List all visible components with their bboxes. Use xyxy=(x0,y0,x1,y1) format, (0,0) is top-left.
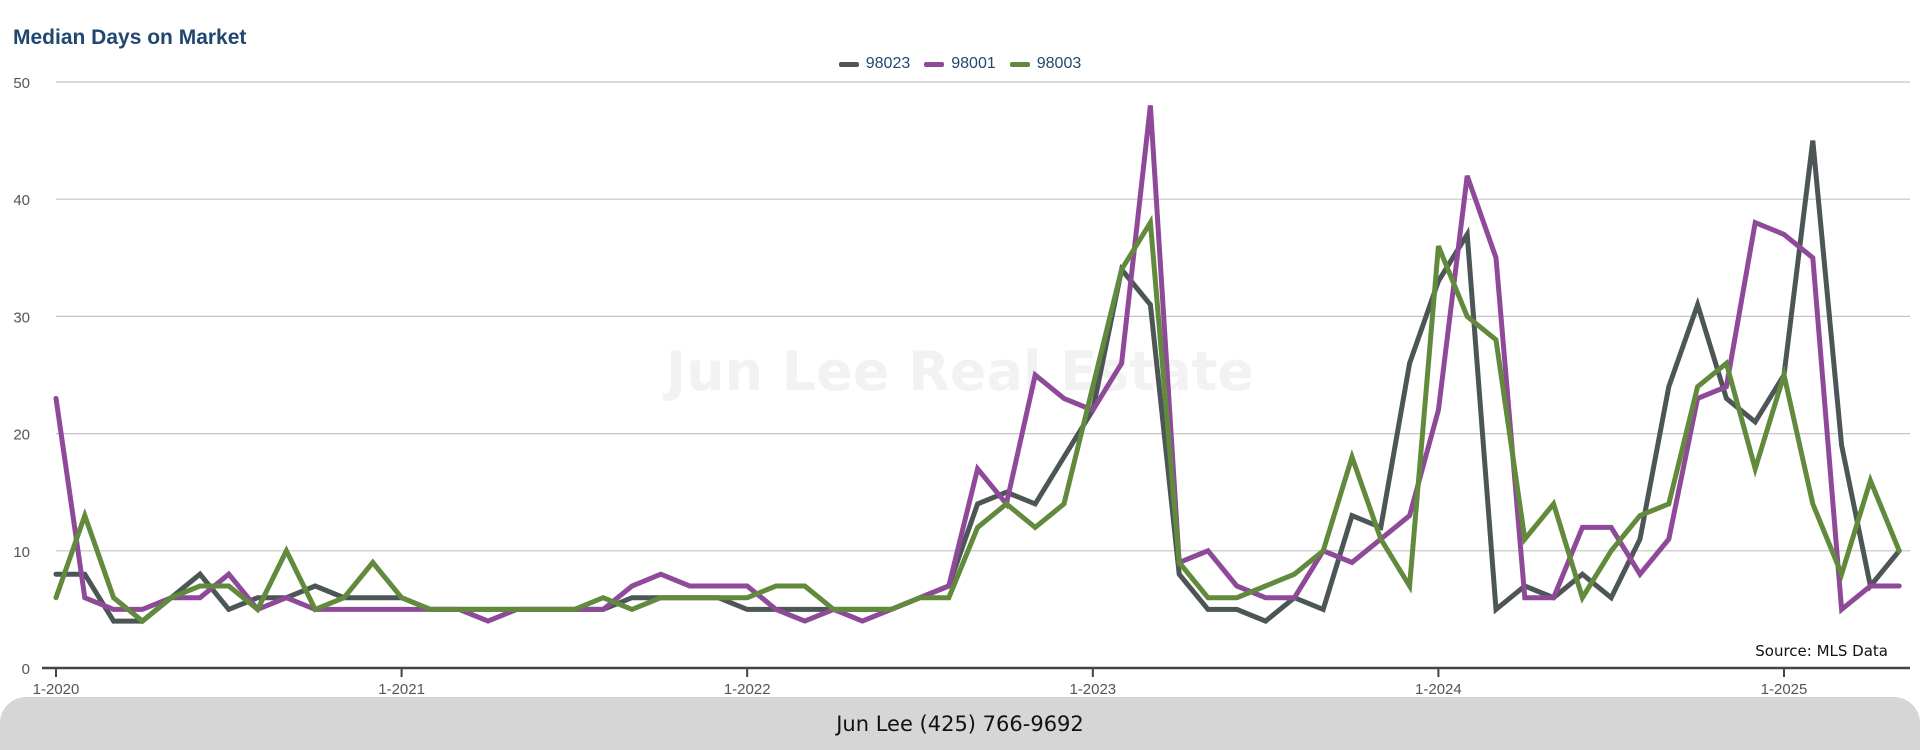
legend-item[interactable]: 98001 xyxy=(924,55,996,73)
chart-legend: 98023 98001 98003 xyxy=(0,55,1920,73)
x-tick-label: 1-2024 xyxy=(1415,681,1462,697)
legend-label: 98001 xyxy=(951,55,996,72)
y-tick-label: 40 xyxy=(13,192,30,209)
x-tick-label: 1-2023 xyxy=(1069,681,1116,697)
y-axis-ticks: 0 10 20 30 40 50 xyxy=(13,75,30,678)
y-tick-label: 50 xyxy=(13,75,30,92)
series-lines xyxy=(53,105,1902,625)
footer-contact: Jun Lee (425) 766-9692 xyxy=(836,711,1084,736)
y-tick-label: 20 xyxy=(13,427,30,444)
legend-item[interactable]: 98003 xyxy=(1009,55,1082,73)
x-tick-label: 1-2025 xyxy=(1761,681,1808,697)
legend-label: 98023 xyxy=(865,55,911,72)
y-tick-label: 10 xyxy=(13,544,30,561)
x-tick-label: 1-2020 xyxy=(33,681,80,697)
chart-title: Median Days on Market xyxy=(13,26,247,49)
legend-label: 98003 xyxy=(1036,55,1082,72)
footer-bar: Jun Lee (425) 766-9692 xyxy=(0,697,1920,750)
legend-swatch xyxy=(838,61,859,67)
x-tick-label: 1-2022 xyxy=(724,681,771,697)
y-tick-label: 0 xyxy=(22,661,30,678)
y-tick-label: 30 xyxy=(13,309,30,326)
series-line-98001 xyxy=(53,105,1902,624)
legend-item[interactable]: 98023 xyxy=(838,55,911,73)
legend-swatch xyxy=(924,61,945,67)
source-note: Source: MLS Data xyxy=(1755,642,1888,660)
x-axis-ticks: 1-2020 1-2021 1-2022 1-2023 1-2024 1-2025 xyxy=(33,668,1808,697)
series-line-98003 xyxy=(53,214,1902,625)
x-tick-label: 1-2021 xyxy=(378,681,425,697)
legend-swatch xyxy=(1009,61,1030,67)
grid-lines xyxy=(42,81,1910,670)
